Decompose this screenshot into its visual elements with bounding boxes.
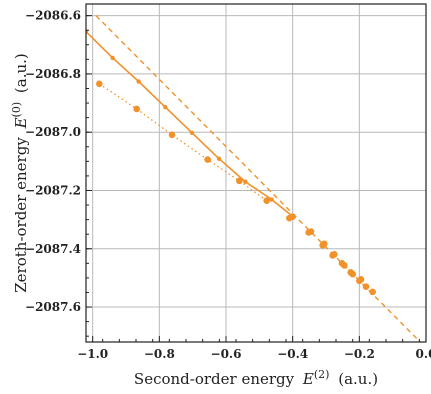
axis-ticks: −1.0 −0.8 −0.6 −0.4 −0.2 0.0 −2086.6 −2086.8 −20… bbox=[25, 9, 431, 361]
plot-area bbox=[86, 15, 422, 342]
data-point bbox=[236, 177, 243, 185]
data-point bbox=[269, 197, 274, 202]
data-point bbox=[243, 179, 248, 184]
x-tick-label: −0.2 bbox=[344, 347, 375, 361]
series-line-solid bbox=[86, 31, 294, 218]
data-point bbox=[216, 156, 222, 161]
x-axis-title: Second-order energy E(2) (a.u.) bbox=[134, 364, 378, 388]
data-point bbox=[110, 55, 115, 61]
data-point bbox=[133, 105, 140, 113]
data-point bbox=[136, 79, 141, 84]
data-point bbox=[369, 288, 376, 296]
x-tick-label: −0.8 bbox=[144, 347, 175, 361]
data-point bbox=[263, 197, 270, 204]
data-point bbox=[307, 228, 315, 235]
data-point bbox=[163, 104, 168, 110]
data-point bbox=[189, 130, 195, 135]
y-axis-title: Zeroth-order energy E(0) (a.u.) bbox=[6, 53, 30, 293]
y-tick-label: −2086.6 bbox=[25, 9, 81, 23]
data-point bbox=[362, 283, 370, 290]
series-layer bbox=[86, 15, 422, 342]
data-point bbox=[357, 276, 365, 283]
x-tick-label: −0.4 bbox=[277, 347, 308, 361]
data-point bbox=[204, 156, 211, 163]
y-tick-label: −2087.2 bbox=[25, 183, 81, 197]
y-tick-label: −2087.6 bbox=[25, 300, 81, 314]
y-tick-label: −2087.0 bbox=[25, 125, 81, 139]
x-tick-label: −1.0 bbox=[77, 347, 108, 361]
data-point bbox=[349, 270, 356, 278]
data-point bbox=[168, 131, 176, 139]
data-point bbox=[96, 80, 103, 88]
data-point bbox=[289, 213, 296, 221]
x-tick-label: −0.6 bbox=[211, 347, 242, 361]
y-tick-label: −2087.4 bbox=[25, 242, 81, 256]
plot-frame bbox=[85, 3, 427, 343]
series-line-dashed bbox=[95, 15, 422, 342]
series-line-dotted bbox=[98, 83, 268, 202]
data-point bbox=[321, 240, 328, 248]
y-tick-label: −2086.8 bbox=[25, 67, 81, 81]
data-point bbox=[331, 250, 338, 258]
x-tick-label: 0.0 bbox=[416, 347, 431, 361]
data-point bbox=[341, 262, 348, 269]
